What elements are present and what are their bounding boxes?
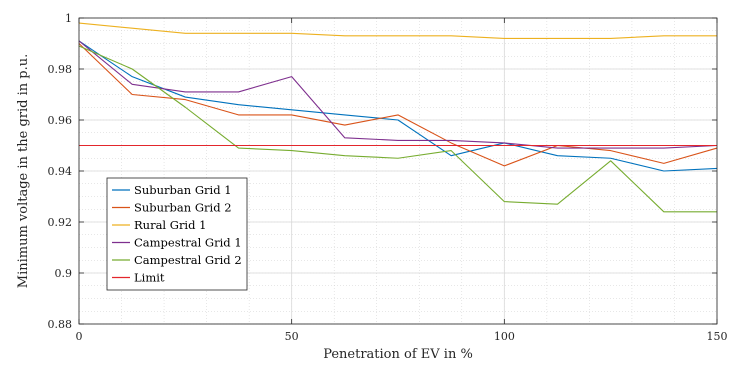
y-tick-label: 0.92: [48, 216, 73, 229]
legend-box: [106, 177, 248, 291]
x-axis-label: Penetration of EV in %: [323, 347, 473, 362]
x-tick-label: 0: [76, 330, 83, 343]
series-layer: [78, 22, 718, 213]
legend-label: Campestral Grid 2: [134, 253, 242, 267]
legend-label: Campestral Grid 1: [134, 236, 242, 250]
series-line-campestral-grid-1: [78, 40, 718, 149]
legend-label: Suburban Grid 2: [134, 201, 232, 215]
y-tick-label: 0.98: [48, 63, 73, 76]
y-tick-label: 0.9: [55, 267, 73, 280]
tick-marks: [78, 17, 718, 325]
y-tick-label: 0.96: [48, 114, 73, 127]
x-tick-labels: 0 50 100 150: [76, 330, 728, 343]
y-tick-label: 1: [65, 12, 72, 25]
series-line-campestral-grid-2: [78, 45, 717, 213]
y-tick-label: 0.88: [48, 318, 73, 331]
series-line-suburban-grid-2: [78, 43, 718, 167]
series-line-suburban-grid-1: [78, 40, 718, 172]
y-axis-label: Minimum voltage in the grid in p.u.: [16, 54, 31, 288]
legend-label: Rural Grid 1: [134, 218, 206, 232]
legend: Suburban Grid 1 Suburban Grid 2 Rural Grid…: [106, 177, 248, 291]
x-tick-label: 100: [494, 330, 515, 343]
legend-label: Suburban Grid 1: [134, 183, 232, 197]
y-tick-label: 0.94: [48, 165, 73, 178]
y-tick-labels: 0.88 0.9 0.92 0.94 0.96 0.98 1: [48, 12, 73, 331]
x-tick-label: 50: [285, 330, 299, 343]
series-line-rural-grid-1: [78, 22, 717, 39]
x-tick-label: 150: [707, 330, 728, 343]
legend-label: Limit: [134, 271, 165, 285]
